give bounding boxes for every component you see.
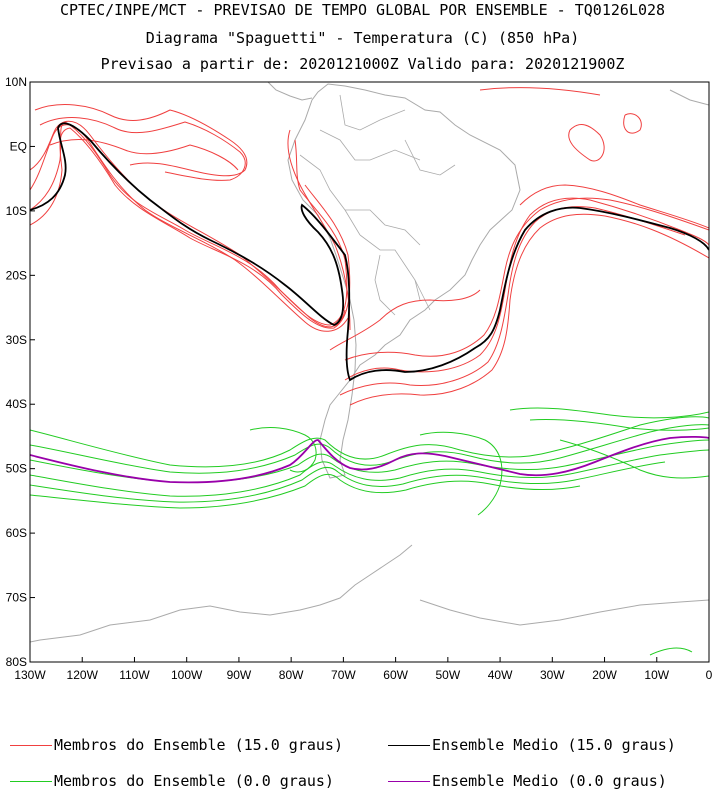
coastline-south-america — [287, 83, 521, 479]
legend-item-members-15: Membros do Ensemble (15.0 graus) — [10, 736, 343, 754]
country-borders — [299, 94, 456, 316]
title-line-2: Diagrama "Spaguetti" - Temperatura (C) (… — [145, 29, 580, 47]
legend-swatch-black — [388, 744, 430, 746]
legend-swatch-green — [10, 780, 52, 782]
lon-label: 90W — [227, 668, 252, 682]
title-line-3: Previsao a partir de: 2020121000Z Valido… — [100, 55, 625, 73]
legend-label: Membros do Ensemble (15.0 graus) — [54, 736, 343, 754]
legend-label: Ensemble Medio (15.0 graus) — [432, 736, 676, 754]
ensemble-mean-15 — [30, 122, 709, 382]
ensemble-mean-0 — [30, 435, 709, 484]
lon-label: 130W — [14, 668, 46, 682]
latitude-labels: 10N EQ 10S 20S 30S 40S 50S 60S 70S 80S — [5, 75, 27, 669]
legend-item-mean-15: Ensemble Medio (15.0 graus) — [388, 736, 676, 754]
lon-label: 50W — [436, 668, 461, 682]
axis-ticks — [29, 81, 710, 663]
lon-label: 100W — [171, 668, 203, 682]
coastline-africa — [669, 89, 709, 106]
lat-label: 40S — [6, 397, 27, 411]
coastline-central-america — [267, 82, 313, 101]
longitude-labels: 130W 120W 110W 100W 90W 80W 70W 60W 50W 40W 30W 20W… — [14, 668, 712, 682]
title-line-1: CPTEC/INPE/MCT - PREVISAO DE TEMPO GLOBA… — [59, 1, 666, 19]
legend-label: Ensemble Medio (0.0 graus) — [432, 772, 667, 790]
legend-label: Membros do Ensemble (0.0 graus) — [54, 772, 334, 790]
lon-label: 20W — [592, 668, 617, 682]
lat-label: 20S — [6, 268, 27, 282]
legend-swatch-red — [10, 744, 52, 746]
lat-label: 30S — [6, 333, 27, 347]
lat-label: 10S — [6, 204, 27, 218]
lon-label: 120W — [67, 668, 99, 682]
lon-label: 60W — [383, 668, 408, 682]
lon-label: 10W — [644, 668, 669, 682]
lon-label: 30W — [540, 668, 565, 682]
coastline-antarctica — [30, 544, 709, 643]
plot-frame — [29, 81, 710, 663]
legend-item-members-0: Membros do Ensemble (0.0 graus) — [10, 772, 334, 790]
lat-label: 60S — [6, 526, 27, 540]
lat-label: 80S — [6, 655, 27, 669]
lon-label: 70W — [331, 668, 356, 682]
lon-label: 80W — [279, 668, 304, 682]
legend-item-mean-0: Ensemble Medio (0.0 graus) — [388, 772, 667, 790]
ensemble-members-0 — [30, 407, 709, 656]
lon-label: 40W — [488, 668, 513, 682]
legend-swatch-purple — [388, 780, 430, 782]
lon-label: 110W — [119, 668, 150, 682]
lat-label: 10N — [5, 75, 27, 89]
lat-label: 50S — [6, 462, 27, 476]
lat-label: 70S — [6, 591, 27, 605]
lon-label: 0 — [706, 668, 713, 682]
lat-label: EQ — [10, 139, 27, 153]
ensemble-members-15 — [30, 87, 709, 406]
